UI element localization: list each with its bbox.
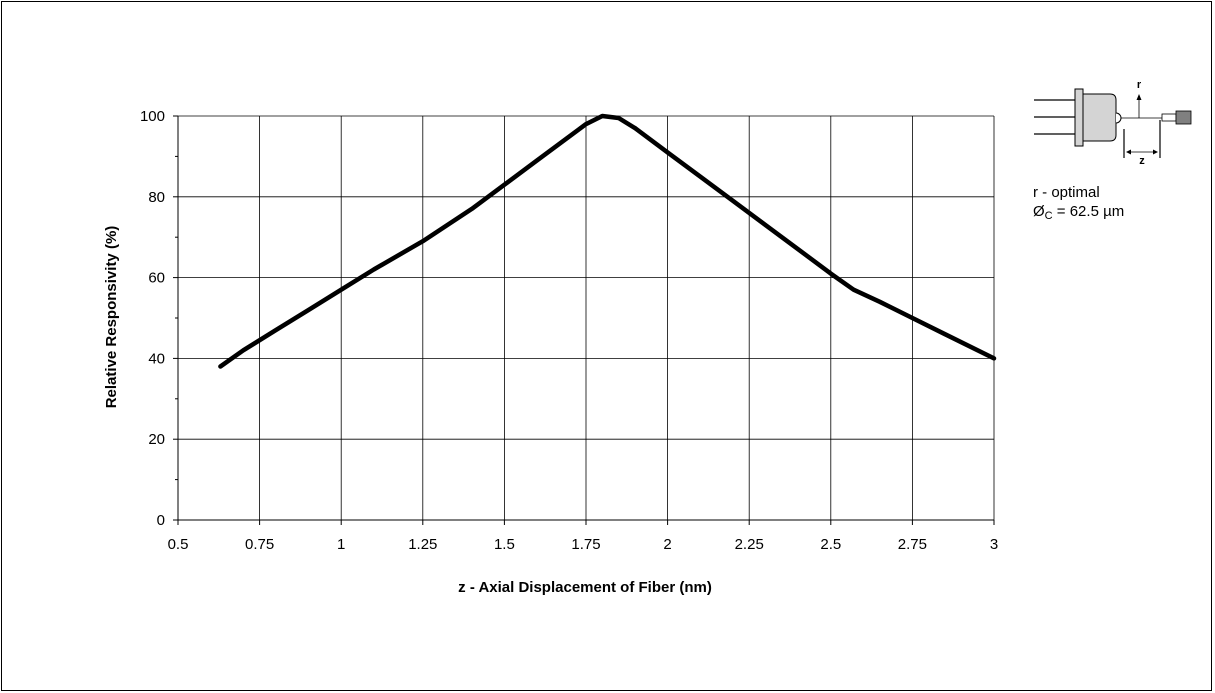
inset-note-optimal: r - optimal <box>1033 184 1100 201</box>
responsivity-series-line <box>218 113 997 369</box>
x-tick-label: 1.5 <box>494 536 515 553</box>
series-group <box>218 113 997 369</box>
x-tick-label: 1.25 <box>408 536 437 553</box>
z-arrow-head-right <box>1153 149 1158 155</box>
y-tick-label: 100 <box>140 108 165 125</box>
x-tick-label: 2 <box>663 536 671 553</box>
note-diameter-symbol: Ø <box>1033 203 1045 220</box>
y-tick-label: 0 <box>157 512 165 529</box>
header-flange <box>1074 88 1084 147</box>
note-diameter-subscript: C <box>1044 210 1053 222</box>
inset-note-core-diameter: ØC = 62.5 µm <box>1033 203 1124 225</box>
grid <box>173 115 995 525</box>
y-tick-label: 60 <box>148 270 165 287</box>
can-body <box>1082 93 1117 142</box>
x-tick-label: 1.75 <box>571 536 600 553</box>
z-arrow-head-left <box>1126 149 1131 155</box>
x-tick-label: 3 <box>990 536 998 553</box>
y-tick-label: 80 <box>148 189 165 206</box>
x-tick-label: 0.5 <box>168 536 189 553</box>
note-diameter-value: = 62.5 µm <box>1052 203 1125 220</box>
x-tick-label: 0.75 <box>245 536 274 553</box>
x-tick-label: 2.25 <box>735 536 764 553</box>
y-tick-label: 20 <box>148 431 165 448</box>
z-label: z <box>1139 155 1145 167</box>
x-tick-label: 1 <box>337 536 345 553</box>
y-axis-title: Relative Responsivity (%) <box>103 226 120 409</box>
fiber-ferrule <box>1161 113 1177 122</box>
x-tick-label: 2.5 <box>820 536 841 553</box>
y-tick-label: 40 <box>148 350 165 367</box>
tick-labels: 0.5 0.75 1 1.25 1.5 1.75 2 2.25 2.5 2.75 3 0 20 40 60 8… <box>140 108 998 553</box>
fiber-jacket <box>1175 110 1192 125</box>
r-arrow-head <box>1136 94 1142 100</box>
r-label: r <box>1137 79 1142 91</box>
fiber-alignment-diagram: r z <box>1034 79 1192 167</box>
note-optimal-text: r - optimal <box>1033 184 1100 201</box>
x-axis-title: z - Axial Displacement of Fiber (nm) <box>458 579 712 596</box>
lens <box>1115 112 1122 124</box>
x-tick-label: 2.75 <box>898 536 927 553</box>
